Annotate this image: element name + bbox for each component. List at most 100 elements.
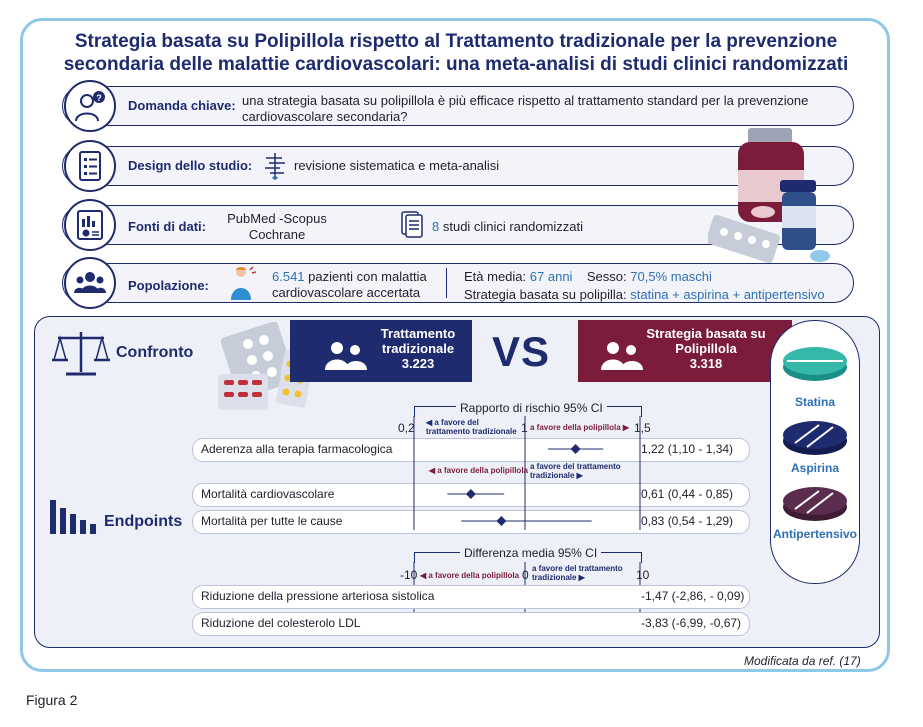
- hr-fav-trad-top: ◀ a favore del trattamento tradizionale: [426, 418, 517, 436]
- scale-balance-icon: [52, 332, 110, 376]
- polypill-title: Strategia basata su Polipillola 3.318: [636, 326, 776, 371]
- design-icon-circle: [64, 140, 116, 192]
- polypill-n: 3.318: [689, 356, 723, 371]
- question-label: Domanda chiave:: [128, 98, 236, 113]
- hr-row-label: Mortalità per tutte le cause: [201, 514, 343, 528]
- source-note: Modificata da ref. (17): [744, 654, 861, 668]
- population-patients: 6.541 pazienti con malattia cardiovascol…: [272, 269, 427, 301]
- question-text-2: cardiovascolare secondaria?: [242, 109, 408, 124]
- population-divider: [446, 268, 447, 298]
- traditional-title: Trattamento tradizionale 3.223: [368, 326, 468, 371]
- polypill-line-1: Strategia basata su: [646, 326, 766, 341]
- hr-row-adherence: Aderenza alla terapia farmacologica 1,22 …: [192, 438, 750, 462]
- bar-chart-icon: [50, 500, 96, 534]
- hr-fav-poly-top-text: a favore della polipillola: [530, 423, 621, 432]
- hr-row-value: 1,22 (1,10 - 1,34): [641, 442, 734, 456]
- sources-db-2: Cochrane: [248, 227, 306, 242]
- hr-row-value: 0,61 (0,44 - 0,85): [641, 487, 734, 501]
- hr-row-value: 0,83 (0,54 - 1,29): [641, 514, 734, 528]
- age-value: 67 anni: [529, 269, 573, 284]
- polypill-line-2: Polipillola: [675, 341, 737, 356]
- population-label: Popolazione:: [128, 278, 209, 293]
- report-chart-icon: [77, 210, 103, 240]
- sources-databases: PubMed -Scopus Cochrane: [222, 211, 332, 243]
- question-icon-circle: ?: [64, 80, 116, 132]
- md-tick-right: 10: [636, 568, 650, 582]
- statin-pill-icon: [783, 347, 847, 381]
- aspirin-label: Aspirina: [790, 461, 839, 475]
- svg-text:?: ?: [96, 93, 102, 103]
- figure-caption: Figura 2: [26, 692, 78, 708]
- sources-label: Fonti di dati:: [128, 219, 206, 234]
- sources-text: studi clinici randomizzati: [442, 219, 584, 234]
- md-row-sbp: Riduzione della pressione arteriosa sist…: [192, 585, 750, 609]
- vs-text: VS: [492, 328, 551, 375]
- antihypertensive-label: Antipertensivo: [772, 527, 857, 541]
- hr-tick-right: 1,5: [634, 421, 651, 435]
- md-row-value: -3,83 (-6,99, -0,67): [641, 616, 742, 630]
- md-row-label: Riduzione del colesterolo LDL: [201, 616, 361, 630]
- md-fav-trad-text: a favore del trattamento tradizionale: [532, 564, 623, 582]
- antihypertensive-pill-icon: [783, 487, 847, 521]
- hr-row-all-mortality: Mortalità per tutte le cause 0,83 (0,54 -…: [192, 510, 750, 534]
- title-line-2: secondaria delle malattie cardiovascolar…: [63, 54, 849, 75]
- sources-db-1: PubMed -Scopus: [227, 211, 327, 226]
- patient-chest-pain-icon: [231, 266, 257, 300]
- hr-estimate-marker: [496, 516, 507, 526]
- population-count: 6.541: [272, 269, 305, 284]
- polypill-components-panel: Statina Aspirina Antipertensivo: [770, 320, 860, 584]
- two-people-icon: [325, 342, 367, 370]
- sex-label: Sesso:: [586, 269, 627, 284]
- md-tick-mid: 0: [522, 568, 529, 582]
- design-row: [62, 146, 854, 186]
- title-line-1: Strategia basata su Polipillola rispetto…: [74, 31, 838, 52]
- question-text-1: una strategia basata su polipillola è pi…: [242, 93, 809, 108]
- sources-count: 8: [432, 219, 440, 234]
- aspirin-pill-icon: [783, 421, 847, 455]
- traditional-line-1: Trattamento: [380, 326, 456, 341]
- documents-icon: [401, 211, 423, 238]
- figure-title: Strategia basata su Polipillola rispetto…: [30, 30, 882, 76]
- hr-title: Rapporto di rischio 95% CI: [456, 401, 607, 415]
- population-icon-circle: [64, 257, 116, 309]
- sources-icon-circle: [64, 199, 116, 251]
- hr-estimate-marker: [570, 444, 581, 454]
- md-fav-trad: a favore del trattamento tradizionale ▶: [532, 564, 623, 582]
- hr-tick-left: 0,2: [398, 421, 415, 435]
- hr-fav-trad-mid: a favore del trattamento tradizionale ▶: [530, 462, 621, 480]
- hr-tick-mid: 1: [521, 421, 528, 435]
- md-title: Differenza media 95% CI: [460, 546, 602, 560]
- design-text: revisione sistematica e meta-analisi: [294, 158, 500, 173]
- hr-fav-trad-mid-text: a favore del trattamento tradizionale: [530, 462, 621, 480]
- population-text-1: pazienti con malattia: [308, 269, 427, 284]
- traditional-treatment-box: Trattamento tradizionale 3.223: [290, 320, 472, 382]
- strategy-value: statina + aspirina + antipertensivo: [630, 287, 825, 302]
- checklist-icon: [79, 151, 101, 181]
- md-tick-left: -10: [400, 568, 418, 582]
- question-row: [62, 86, 854, 126]
- hr-fav-poly-mid: ◀ a favore della polipillola: [428, 466, 528, 475]
- md-row-label: Riduzione della pressione arteriosa sist…: [201, 589, 435, 603]
- hr-fav-poly-top: a favore della polipillola ▶: [530, 423, 630, 432]
- forest-plot-icon: [265, 153, 285, 180]
- statin-label: Statina: [794, 395, 835, 409]
- population-row: [62, 263, 854, 303]
- hr-fav-poly-mid-text: a favore della polipillola: [437, 466, 528, 475]
- hr-estimate-marker: [465, 489, 476, 499]
- medicine-bottles-illustration: [708, 128, 830, 264]
- compare-label: Confronto: [116, 344, 194, 361]
- traditional-line-2: tradizionale: [381, 341, 455, 356]
- question-text: una strategia basata su polipillola è pi…: [242, 93, 808, 125]
- md-row-value: -1,47 (-2,86, - 0,09): [641, 589, 745, 603]
- hr-row-label: Aderenza alla terapia farmacologica: [201, 442, 393, 456]
- md-row-ldl: Riduzione del colesterolo LDL -3,83 (-6,9…: [192, 612, 750, 636]
- hr-row-label: Mortalità cardiovascolare: [201, 487, 335, 501]
- md-fav-poly-text: a favore della polipillola: [428, 571, 520, 580]
- strategy-label: Strategia basata su polipilla:: [464, 287, 627, 302]
- sex-value: 70,5% maschi: [630, 269, 712, 284]
- endpoints-label: Endpoints: [104, 513, 183, 530]
- population-strategy: Strategia basata su polipilla: statina +…: [464, 287, 825, 303]
- hr-fav-trad-top-text: a favore del trattamento tradizionale: [426, 418, 517, 436]
- sources-trials: 8 studi clinici randomizzati: [432, 219, 583, 235]
- doctor-question-icon: ?: [75, 91, 105, 122]
